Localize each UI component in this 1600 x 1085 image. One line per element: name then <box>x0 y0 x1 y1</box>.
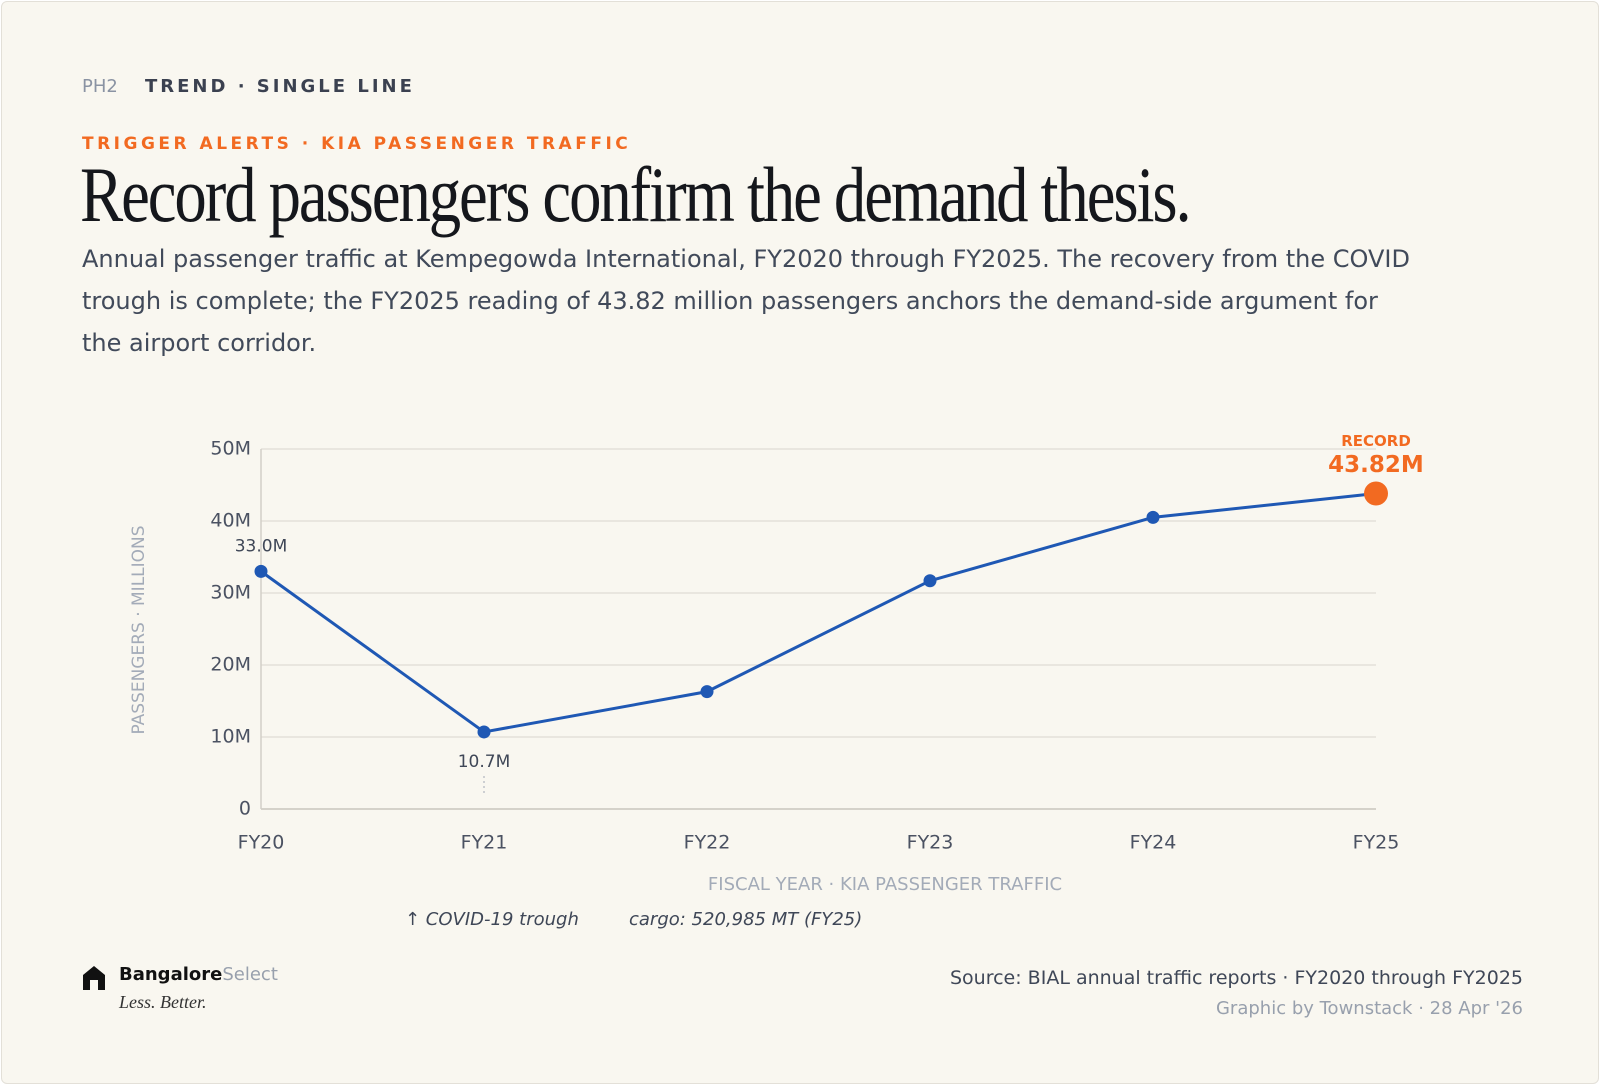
value-label: 33.0M <box>235 536 288 556</box>
subtitle: Annual passenger traffic at Kempegowda I… <box>82 245 1410 357</box>
kind: TREND · SINGLE LINE <box>145 76 415 97</box>
code: PH2 <box>82 76 118 97</box>
annotation: RECORD <box>1341 432 1411 450</box>
brand-name: Bangalore <box>119 964 223 985</box>
title: Record passengers confirm the demand the… <box>80 151 1192 238</box>
y-tick-label: 0 <box>239 798 251 820</box>
y-tick-label: 40M <box>210 510 251 532</box>
point <box>1364 481 1388 506</box>
x-tick-label: FY20 <box>238 832 285 854</box>
x-tick-label: FY22 <box>684 832 731 854</box>
note: ↑ COVID-19 trough <box>405 909 579 930</box>
point <box>700 685 714 699</box>
x-tick-label: FY25 <box>1353 832 1400 854</box>
point <box>1146 510 1160 524</box>
tagline: Less. Better. <box>119 992 207 1012</box>
y-tick-label: 50M <box>210 438 251 460</box>
y-axis-title: PASSENGERS · MILLIONS <box>129 525 149 734</box>
logo-icon <box>82 965 106 991</box>
credit: Graphic by Townstack · 28 Apr '26 <box>1215 998 1523 1019</box>
y-tick-label: 10M <box>210 726 251 748</box>
point <box>923 574 937 588</box>
point <box>477 725 491 739</box>
line <box>260 492 1377 734</box>
y-tick-label: 30M <box>210 582 251 604</box>
point <box>254 564 268 578</box>
y-tick-label: 20M <box>210 654 251 676</box>
x-axis-title: FISCAL YEAR · KIA PASSENGER TRAFFIC <box>708 874 1062 895</box>
brand-suffix: Select <box>222 964 278 985</box>
note: cargo: 520,985 MT (FY25) <box>629 909 862 930</box>
x-tick-label: FY21 <box>461 832 508 854</box>
brand: BangaloreSelect <box>119 964 278 985</box>
source: Source: BIAL annual traffic reports · FY… <box>949 967 1523 989</box>
value-label: 10.7M <box>458 752 511 772</box>
value-label: 43.82M <box>1328 452 1424 478</box>
x-tick-label: FY23 <box>907 832 954 854</box>
x-tick-label: FY24 <box>1130 832 1177 854</box>
eyebrow: TRIGGER ALERTS · KIA PASSENGER TRAFFIC <box>82 134 632 154</box>
